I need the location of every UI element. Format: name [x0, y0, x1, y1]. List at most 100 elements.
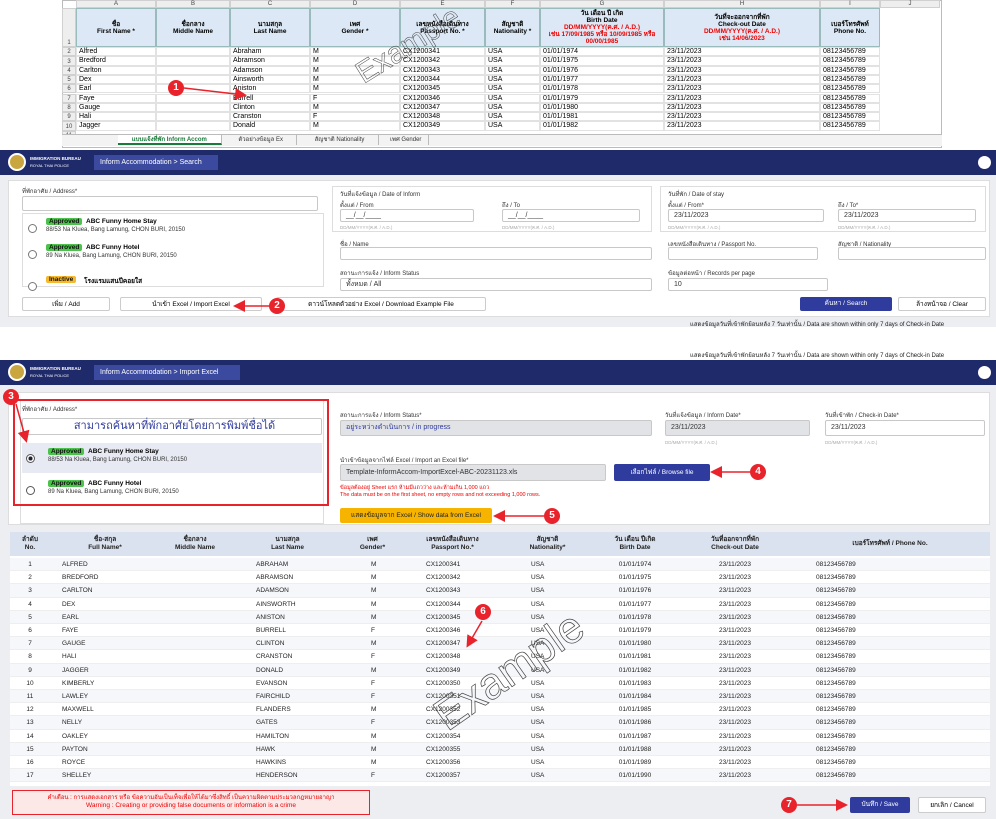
header-line: Last Name: [253, 27, 287, 35]
button[interactable]: ล้างหน้าจอ / Clear: [898, 297, 986, 311]
input[interactable]: 23/11/2023: [665, 420, 810, 436]
table-cell: 7: [28, 640, 32, 648]
item-name: ABC Funny Home Stay: [86, 218, 157, 225]
sheet-tab[interactable]: สัญชาติ Nationality: [301, 135, 380, 145]
table-cell: 23/11/2023: [718, 627, 752, 634]
excel-cell: Abramson: [230, 56, 310, 66]
table-cell: GATES: [256, 719, 278, 727]
button[interactable]: ดาวน์โหลดตัวอย่าง Excel / Download Examp…: [276, 297, 486, 311]
table-cell: CLINTON: [256, 640, 285, 648]
table-cell: HAWKINS: [256, 759, 287, 766]
input[interactable]: 23/11/2023: [668, 209, 824, 222]
table-cell: 23/11/2023: [718, 679, 752, 687]
excel-cell: 23/11/2023: [664, 65, 820, 75]
button[interactable]: เพิ่ม / Add: [22, 297, 110, 311]
table-cell: CX1200345: [426, 613, 461, 621]
input[interactable]: Template-InformAccom-ImportExcel-ABC-202…: [340, 464, 606, 481]
radio[interactable]: [26, 486, 35, 495]
input[interactable]: __/__/____: [340, 209, 474, 222]
table-cell: 08123456789: [816, 561, 856, 568]
table-cell: CX1200348: [426, 653, 461, 661]
table-cell: 4: [28, 600, 32, 608]
excel-cell: [156, 93, 230, 103]
table-cell: 5: [28, 613, 32, 621]
logo-text: IMMIGRATION BUREAU: [30, 366, 81, 371]
input[interactable]: [838, 247, 986, 260]
table-cell: CX1200353: [426, 719, 461, 727]
table-cell: 08123456789: [816, 640, 856, 648]
table-header-cell: ลำดับ No.: [10, 532, 50, 556]
header-line: Check-out Date: [711, 544, 759, 551]
status-badge: Inactive: [46, 276, 77, 283]
input[interactable]: สามารถค้นหาที่พักอาศัยโดยการพิมพ์ชื่อได้: [22, 418, 322, 435]
table-cell: HENDERSON: [256, 772, 298, 780]
table-cell: USA: [531, 759, 545, 766]
table-cell: M: [371, 759, 377, 766]
sheet-tab[interactable]: เพศ Gender: [383, 135, 430, 145]
excel-cell: F: [310, 93, 400, 103]
radio[interactable]: [28, 250, 37, 259]
table-cell: 11: [26, 693, 34, 700]
header-line: Nationality *: [493, 27, 532, 35]
table-cell: 08123456789: [816, 587, 856, 595]
excel-cell: 08123456789: [820, 65, 880, 75]
logo: [8, 363, 26, 381]
excel-cell: Abraham: [230, 47, 310, 57]
input[interactable]: __/__/____: [502, 209, 640, 222]
table-cell: 01/01/1985: [618, 706, 652, 714]
excel-cell: USA: [485, 56, 540, 66]
table-cell: USA: [531, 627, 545, 634]
excel-cell: 23/11/2023: [664, 112, 820, 122]
header-line: เบอร์โทรศัพท์ / Phone No.: [852, 540, 928, 547]
radio[interactable]: [28, 224, 37, 233]
input[interactable]: ทั้งหมด / All: [340, 278, 652, 291]
table-cell: CX1200347: [426, 640, 461, 648]
button[interactable]: นำเข้า Excel / Import Excel: [120, 297, 262, 311]
button[interactable]: เลือกไฟล์ / Browse file: [614, 464, 710, 481]
button[interactable]: บันทึก / Save: [850, 797, 910, 813]
table-cell: AINSWORTH: [256, 600, 296, 608]
radio[interactable]: [26, 454, 35, 463]
input[interactable]: [340, 247, 652, 260]
warning-text: Warning : Creating or providing false do…: [85, 802, 296, 809]
header-line: No.: [24, 544, 36, 551]
table-cell: MAXWELL: [62, 706, 94, 714]
user-icon: [978, 156, 991, 169]
sheet-tab[interactable]: แบบแจ้งที่พัก Inform Accom: [118, 135, 222, 145]
rule-text: ข้อมูลต้องอยู่ Sheet แรก ห้ามมีแถวว่าง แ…: [340, 485, 490, 491]
table-header-cell: เลขหนังสือเดินทาง Passport No.*: [400, 532, 505, 556]
input[interactable]: 23/11/2023: [838, 209, 976, 222]
radio[interactable]: [28, 282, 37, 291]
input[interactable]: อยู่ระหว่างดำเนินการ / in progress: [340, 420, 652, 436]
note: แสดงข้อมูลวันที่เข้าพักย้อนหลัง 7 วันเท่…: [690, 353, 945, 359]
excel-cell: M: [310, 56, 400, 66]
table-cell: 01/01/1977: [618, 600, 652, 608]
button[interactable]: ค้นหา / Search: [800, 297, 892, 311]
header-line: Middle Name: [174, 544, 216, 551]
column-letter: B: [156, 0, 230, 8]
rule-text: The data must be on the first sheet, no …: [340, 492, 541, 498]
sheet-tab[interactable]: ตัวอย่างข้อมูล Ex: [226, 135, 297, 145]
excel-cell: USA: [485, 93, 540, 103]
table-cell: USA: [531, 587, 545, 595]
input[interactable]: 23/11/2023: [825, 420, 985, 436]
date-hint: DD/MM/YYYY(ค.ศ. / A.D.): [838, 225, 891, 230]
excel-cell: Dex: [76, 74, 156, 85]
excel-cell: Alfred: [76, 47, 156, 57]
table-row: [10, 703, 990, 717]
table-cell: 8: [28, 653, 32, 661]
button[interactable]: ยกเลิก / Cancel: [918, 797, 986, 813]
table-cell: CX1200342: [426, 574, 461, 582]
header-line: Birth Date: [586, 17, 618, 24]
button[interactable]: แสดงข้อมูลจาก Excel / Show data from Exc…: [340, 508, 492, 523]
table-cell: USA: [531, 693, 545, 700]
table-cell: 17: [26, 772, 34, 780]
input[interactable]: 10: [668, 278, 828, 291]
row-number: 3: [62, 56, 76, 66]
input[interactable]: [22, 196, 318, 211]
header-line: สัญชาติ: [501, 20, 524, 28]
divider: [0, 328, 996, 334]
input[interactable]: [668, 247, 818, 260]
excel-cell: [156, 121, 230, 131]
excel-cell: 08123456789: [820, 93, 880, 103]
